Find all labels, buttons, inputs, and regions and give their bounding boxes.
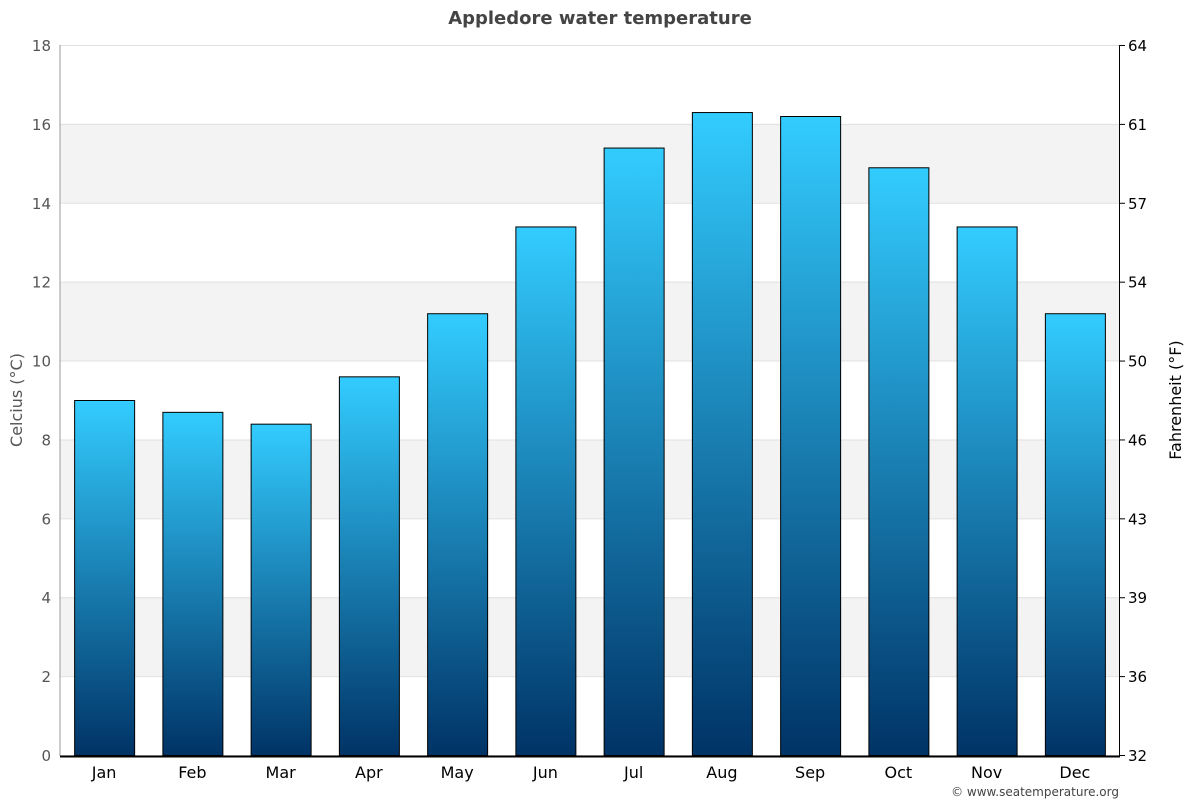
y-tick-label-left: 6 (41, 510, 51, 528)
x-tick-label: May (441, 763, 474, 782)
y-axis-label-left: Celcius (°C) (7, 353, 26, 447)
y-tick-label-right: 32 (1128, 747, 1147, 765)
x-tick-label: Jun (532, 763, 558, 782)
x-tick-label: Sep (795, 763, 825, 782)
x-tick-label: Dec (1059, 763, 1090, 782)
y-tick-label-right: 46 (1128, 431, 1147, 449)
y-tick-label-left: 2 (41, 668, 51, 686)
y-tick-label-left: 0 (41, 747, 51, 765)
x-tick-label: Aug (706, 763, 737, 782)
chart-title: Appledore water temperature (448, 8, 752, 29)
y-tick-label-right: 39 (1128, 589, 1147, 607)
bar-apr (338, 376, 400, 756)
y-tick-label-left: 4 (41, 589, 51, 607)
y-tick-label-right: 61 (1128, 116, 1147, 134)
x-tick-label: Apr (355, 763, 383, 782)
y-tick-label-right: 43 (1128, 510, 1147, 528)
x-tick-label: Jan (91, 763, 117, 782)
bar-mar (250, 423, 312, 756)
y-tick-label-left: 10 (32, 353, 51, 371)
bar-jun (515, 226, 577, 756)
bar-feb (162, 411, 224, 756)
y-tick-label-right: 57 (1128, 195, 1147, 213)
bar-jan (74, 400, 136, 756)
grid-band (60, 281, 1119, 361)
bar-sep (780, 116, 842, 756)
y-tick-label-left: 12 (32, 274, 51, 292)
x-tick-label: Oct (885, 763, 913, 782)
x-tick-label: Feb (178, 763, 206, 782)
y-tick-label-right: 36 (1128, 668, 1147, 686)
grid-band (60, 123, 1119, 203)
x-tick-label: Mar (266, 763, 297, 782)
credit: © www.seatemperature.org (951, 785, 1119, 799)
bar-nov (956, 226, 1018, 756)
y-tick-label-right: 50 (1128, 353, 1147, 371)
x-ticks: Jan Feb Mar Apr May Jun Jul Aug Sep Oct Nov Dec (91, 763, 1091, 782)
bars (74, 112, 1106, 757)
grid-band (60, 597, 1119, 677)
bar-aug (691, 112, 753, 757)
y-tick-label-left: 8 (41, 431, 51, 449)
y-tick-label-right: 64 (1128, 37, 1147, 55)
y-tick-label-left: 18 (32, 37, 51, 55)
bar-jul (603, 147, 665, 757)
y-axis-label-right: Fahrenheit (°F) (1166, 340, 1185, 459)
y-ticks-left: 0 2 4 6 8 10 12 14 16 18 (32, 37, 51, 765)
x-tick-label: Nov (971, 763, 1002, 782)
y-tick-label-left: 14 (32, 195, 51, 213)
grid-bands (60, 45, 1119, 756)
y-ticks-right: 32 36 39 43 46 50 54 57 61 64 (1119, 37, 1147, 765)
y-tick-label-left: 16 (32, 116, 51, 134)
bar-oct (868, 167, 930, 756)
bar-may (427, 313, 489, 756)
y-tick-label-right: 54 (1128, 274, 1147, 292)
grid-band (60, 439, 1119, 519)
x-tick-label: Jul (623, 763, 643, 782)
bar-dec (1044, 313, 1106, 756)
